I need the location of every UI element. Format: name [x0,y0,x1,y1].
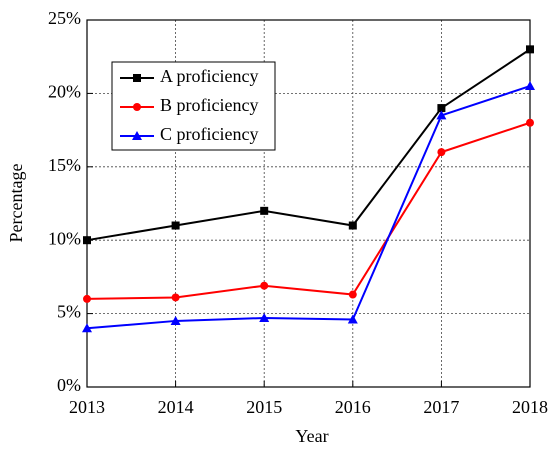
legend-marker [133,74,141,82]
marker [437,148,446,157]
marker [82,323,92,333]
y-tick-label: 20% [48,82,81,102]
y-tick-label: 10% [48,228,81,248]
marker [525,81,535,91]
marker [526,118,534,127]
series-line [86,121,531,300]
marker [260,206,269,215]
x-tick-label: 2017 [423,397,459,417]
legend-label: B proficiency [160,95,258,115]
x-axis-label: Year [295,426,328,446]
marker [259,313,270,323]
x-tick-label: 2015 [246,397,282,417]
marker [171,293,180,302]
marker [83,294,91,303]
marker [347,314,358,324]
marker [260,281,269,290]
x-tick-label: 2016 [335,397,371,417]
y-tick-label: 5% [57,302,81,322]
legend-label: A proficiency [160,66,258,86]
legend-marker [132,131,142,140]
y-tick-label: 0% [57,375,81,395]
legend-marker [133,103,141,111]
y-tick-label: 15% [48,155,81,175]
legend-label: C proficiency [160,124,258,144]
y-tick-label: 25% [48,8,81,28]
marker [171,221,180,230]
x-tick-label: 2014 [158,397,194,417]
marker [437,104,446,113]
series-line [86,85,531,330]
series-line [86,48,531,242]
x-tick-label: 2018 [512,397,548,417]
marker [436,110,447,120]
x-tick-label: 2013 [69,397,105,417]
marker [83,236,91,245]
y-axis-label: Percentage [6,164,26,243]
marker [170,315,181,325]
plot-frame [86,19,531,388]
marker [348,290,357,299]
marker [526,45,534,54]
marker [348,221,357,230]
